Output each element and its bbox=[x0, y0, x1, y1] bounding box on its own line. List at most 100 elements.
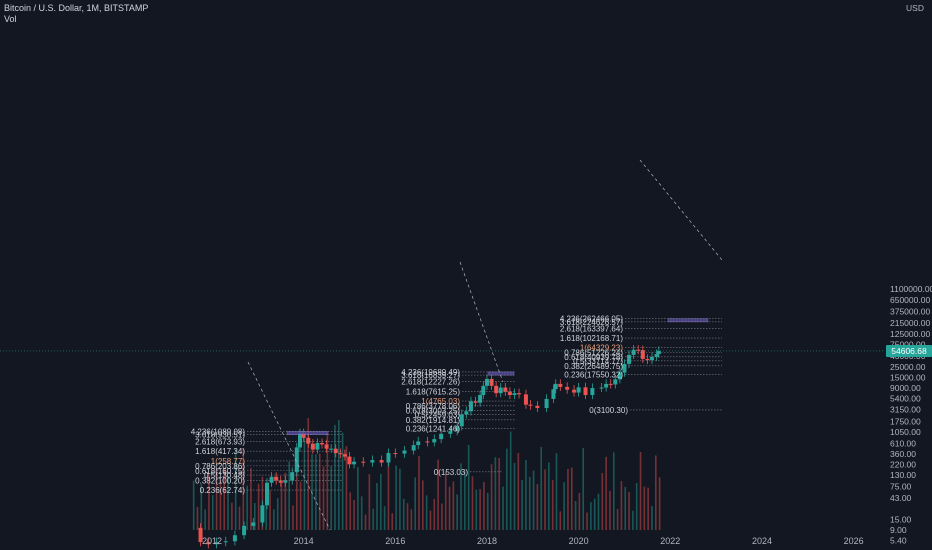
candle bbox=[290, 472, 295, 481]
candle bbox=[565, 386, 570, 390]
volume-bar bbox=[376, 483, 378, 530]
volume-bar bbox=[418, 455, 420, 530]
volume-bar bbox=[330, 466, 332, 530]
volume-bar bbox=[368, 473, 371, 530]
volume-bar bbox=[498, 458, 501, 530]
volume-bar bbox=[322, 466, 325, 530]
fib-label: 0.618(160.75) bbox=[195, 467, 245, 476]
fib-label: 0.786(203.86) bbox=[195, 462, 245, 471]
volume-bar bbox=[578, 492, 581, 530]
volume-bar bbox=[387, 452, 390, 530]
candle bbox=[448, 431, 453, 434]
candle bbox=[251, 522, 256, 526]
y-tick-label: 375000.00 bbox=[890, 306, 930, 316]
candle bbox=[342, 454, 347, 457]
volume-bar bbox=[422, 480, 424, 530]
candle bbox=[242, 525, 247, 536]
candle bbox=[361, 461, 366, 463]
volume-bar bbox=[410, 509, 413, 530]
fib-levels: 4.236(1089.08)3.618(930.51)2.618(673.93)… bbox=[191, 159, 723, 531]
fib-label: 1(258.77) bbox=[211, 457, 246, 466]
fib-label: 1.618(417.34) bbox=[195, 447, 245, 456]
y-tick-label: 43.00 bbox=[890, 493, 912, 503]
volume-bar bbox=[582, 447, 585, 530]
volume-bar bbox=[402, 498, 405, 530]
y-tick-label: 1100000.00 bbox=[890, 284, 932, 294]
candle bbox=[553, 383, 558, 390]
fib-label: 3.618(930.51) bbox=[195, 431, 245, 440]
candle bbox=[214, 542, 219, 545]
volume-bar bbox=[311, 454, 313, 530]
volume-bar bbox=[483, 481, 485, 530]
candle bbox=[329, 448, 334, 450]
candle bbox=[338, 453, 343, 455]
volume-bar bbox=[196, 506, 199, 530]
candle bbox=[576, 387, 581, 393]
volume-bar bbox=[273, 509, 275, 530]
candle bbox=[468, 401, 473, 412]
volume-bar bbox=[238, 506, 241, 530]
fib-trend-line bbox=[459, 261, 504, 383]
candle bbox=[319, 443, 324, 445]
fib-trend-line bbox=[639, 159, 723, 261]
volume-bar bbox=[437, 459, 439, 530]
volume-bar bbox=[295, 453, 298, 530]
x-tick-label: 2014 bbox=[294, 536, 314, 546]
candle bbox=[386, 453, 391, 463]
volume-bar bbox=[536, 484, 539, 530]
volume-bar bbox=[234, 449, 237, 530]
volume-bar bbox=[460, 463, 462, 530]
volume-bar bbox=[380, 473, 382, 530]
volume-bar bbox=[399, 468, 401, 530]
y-tick-label: 15000.00 bbox=[890, 373, 926, 383]
fib-label: 4.236(262466.05) bbox=[560, 315, 624, 324]
y-tick-label: 75000.00 bbox=[890, 339, 926, 349]
candle bbox=[269, 476, 274, 483]
volume-bar bbox=[605, 456, 607, 530]
volume-bar bbox=[593, 498, 596, 530]
y-tick-label: 9000.00 bbox=[890, 383, 921, 393]
volume-bar bbox=[612, 452, 615, 530]
volume-bar bbox=[563, 482, 565, 530]
candle bbox=[439, 433, 444, 440]
volume-bar bbox=[601, 473, 604, 530]
fib-label: 0.5(130.48) bbox=[204, 471, 245, 480]
y-tick-label: 130.00 bbox=[890, 470, 916, 480]
volume-bar bbox=[548, 462, 550, 530]
volume-bar bbox=[414, 477, 416, 530]
candle bbox=[459, 414, 464, 427]
volume-bar bbox=[658, 477, 661, 530]
candle bbox=[489, 378, 494, 386]
candle bbox=[198, 527, 203, 543]
volume-bar bbox=[349, 492, 352, 530]
candle bbox=[590, 388, 595, 396]
fib-label: 4.236(19689.49) bbox=[401, 368, 460, 377]
candle bbox=[310, 443, 315, 450]
volume-bar bbox=[215, 468, 218, 530]
fib-label: 1(4765.03) bbox=[421, 397, 460, 406]
y-tick-label: 650000.00 bbox=[890, 295, 930, 305]
y-tick-label: 75.00 bbox=[890, 481, 912, 491]
volume-bar bbox=[456, 494, 458, 530]
volume-bar bbox=[590, 502, 592, 530]
volume-bar bbox=[299, 481, 302, 530]
volume-bar bbox=[448, 486, 451, 530]
candle bbox=[478, 395, 483, 403]
fib-label: 0(3100.30) bbox=[589, 406, 628, 415]
volume-bar bbox=[464, 471, 466, 530]
fib-label: 0.236(1241.46) bbox=[406, 425, 461, 434]
volume-bar bbox=[509, 431, 512, 530]
fib-label: 2.618(673.93) bbox=[195, 437, 245, 446]
x-tick-label: 2022 bbox=[660, 536, 680, 546]
fib-label: 2.618(12227.26) bbox=[401, 378, 460, 387]
volume-bar bbox=[471, 476, 474, 530]
fib-label: 0.5(33714.77) bbox=[573, 357, 623, 366]
volume-bar bbox=[620, 481, 623, 530]
candle bbox=[622, 363, 627, 373]
target-box bbox=[286, 431, 329, 435]
volume-bar bbox=[280, 482, 283, 530]
volume-bar bbox=[192, 480, 195, 530]
volume-bar bbox=[506, 448, 508, 530]
volume-bar bbox=[517, 452, 520, 530]
